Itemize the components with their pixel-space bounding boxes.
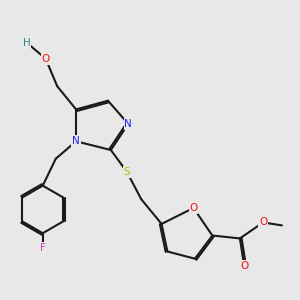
Text: O: O — [41, 54, 50, 64]
Text: N: N — [72, 136, 80, 146]
Text: H: H — [23, 38, 31, 48]
Text: O: O — [189, 203, 198, 213]
Text: O: O — [240, 261, 248, 271]
Text: O: O — [259, 218, 267, 227]
Text: F: F — [40, 243, 46, 253]
Text: N: N — [124, 119, 132, 129]
Text: S: S — [124, 167, 130, 177]
